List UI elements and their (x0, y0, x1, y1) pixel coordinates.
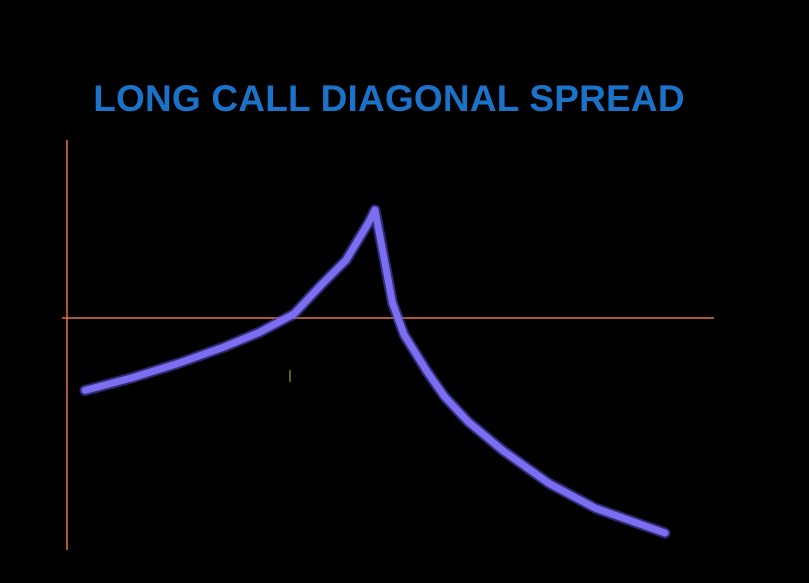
payoff-line (81, 206, 669, 537)
chart-title: LONG CALL DIAGONAL SPREAD (93, 78, 685, 119)
payoff-line-glow (79, 204, 671, 539)
